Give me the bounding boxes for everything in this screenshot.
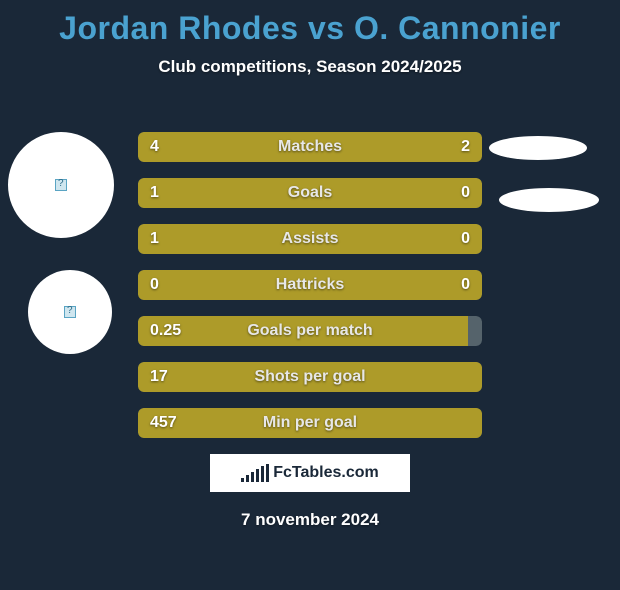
stat-label: Goals — [288, 184, 332, 202]
stat-row: 17 Shots per goal — [138, 362, 482, 392]
stat-label: Min per goal — [263, 414, 357, 432]
stat-value-right: 2 — [461, 138, 470, 156]
stat-row: 457 Min per goal — [138, 408, 482, 438]
date-text: 7 november 2024 — [241, 510, 379, 530]
stat-value-left: 1 — [150, 184, 159, 202]
stat-value-left: 1 — [150, 230, 159, 248]
page-subtitle: Club competitions, Season 2024/2025 — [0, 57, 620, 77]
stat-row: 0.25 Goals per match — [138, 316, 482, 346]
stat-value-right: 0 — [461, 230, 470, 248]
comparison-bars: 4 2 Matches 1 0 Goals 1 0 Assists 0 0 Hattricks 0.25… — [138, 132, 482, 454]
player1-club-avatar — [28, 270, 112, 354]
brand-bars-icon — [241, 464, 269, 482]
stat-bar-right — [403, 178, 482, 208]
stat-label: Goals per match — [247, 322, 372, 340]
player2-ellipse-1 — [499, 188, 599, 212]
brand-text: FcTables.com — [273, 464, 379, 482]
image-placeholder-icon — [55, 179, 67, 191]
stat-value-left: 457 — [150, 414, 177, 432]
stat-row: 1 0 Assists — [138, 224, 482, 254]
image-placeholder-icon — [64, 306, 76, 318]
stat-label: Hattricks — [276, 276, 344, 294]
stat-value-left: 4 — [150, 138, 159, 156]
page-title: Jordan Rhodes vs O. Cannonier — [0, 10, 620, 47]
player2-ellipse-0 — [489, 136, 587, 160]
stat-row: 0 0 Hattricks — [138, 270, 482, 300]
stat-value-left: 0.25 — [150, 322, 181, 340]
stat-value-right: 0 — [461, 276, 470, 294]
stat-label: Shots per goal — [254, 368, 365, 386]
brand-box: FcTables.com — [210, 454, 410, 492]
stat-bar-left — [138, 178, 403, 208]
stat-value-right: 0 — [461, 184, 470, 202]
stat-row: 4 2 Matches — [138, 132, 482, 162]
stat-row: 1 0 Goals — [138, 178, 482, 208]
stat-bar-right — [403, 224, 482, 254]
stat-label: Matches — [278, 138, 342, 156]
player1-avatar — [8, 132, 114, 238]
stat-label: Assists — [282, 230, 339, 248]
stat-value-left: 0 — [150, 276, 159, 294]
stat-value-left: 17 — [150, 368, 168, 386]
stat-bar-left — [138, 224, 403, 254]
